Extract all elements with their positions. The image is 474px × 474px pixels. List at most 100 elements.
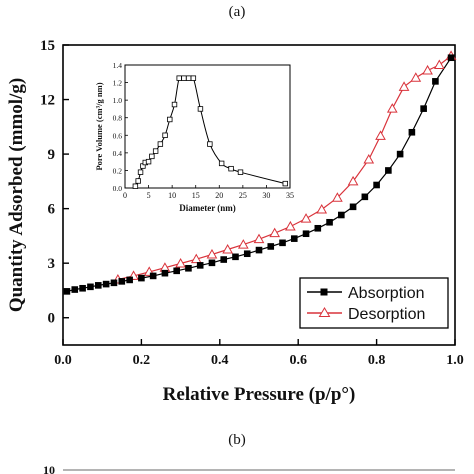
absorption-point xyxy=(102,280,110,288)
inset-x-tick-label: 10 xyxy=(168,191,176,200)
inset-point xyxy=(145,158,152,165)
inset-point xyxy=(135,178,141,184)
inset-y-tick-label: 0.0 xyxy=(113,184,123,193)
absorption-point xyxy=(220,256,228,263)
desorption-point xyxy=(422,64,433,75)
inset-point xyxy=(185,75,192,81)
inset-point xyxy=(167,116,173,123)
inset-x-tick-label: 0 xyxy=(123,191,127,200)
inset-x-tick-label: 20 xyxy=(215,191,223,200)
y-tick-label: 6 xyxy=(48,202,56,218)
absorption-point xyxy=(349,203,357,211)
desorption-point xyxy=(269,227,281,238)
legend-box xyxy=(299,277,449,329)
y-tick-label: 15 xyxy=(40,38,55,54)
absorption-point xyxy=(161,269,169,277)
inset-point xyxy=(152,148,159,154)
absorption-point xyxy=(279,239,286,247)
y-tick-label: 12 xyxy=(40,93,55,109)
absorption-point xyxy=(361,193,369,201)
x-axis-title: Relative Pressure (p/p°) xyxy=(163,384,356,405)
plot-frame xyxy=(62,44,456,346)
absorption-point xyxy=(314,224,322,232)
absorption-point xyxy=(208,259,216,267)
chart-b-y-tick-label: 10 xyxy=(43,463,55,474)
x-tick-label: 0.2 xyxy=(133,353,151,368)
legend: Absorption Desorption xyxy=(299,277,449,329)
absorption-point xyxy=(87,283,94,291)
desorption-point xyxy=(190,253,202,264)
desorption-point xyxy=(433,59,445,69)
desorption-point xyxy=(253,233,265,244)
inset-point xyxy=(162,132,168,138)
desorption-point xyxy=(398,81,410,91)
inset-point xyxy=(228,165,234,172)
absorption-point xyxy=(94,282,102,289)
inset-x-axis-title: Diameter (nm) xyxy=(179,203,236,213)
inset-point xyxy=(207,141,213,147)
absorption-point xyxy=(196,262,204,269)
desorption-point xyxy=(206,248,218,259)
desorption-point xyxy=(175,258,186,268)
absorption-point xyxy=(447,54,455,62)
inset-y-tick-label: 1.2 xyxy=(113,79,123,88)
main-chart-axes: 0.0 0.2 0.4 0.6 0.8 1.0 0 3 6 9 12 15 Relative Press… xyxy=(6,38,464,405)
absorption-point xyxy=(267,243,275,250)
absorption-point xyxy=(63,288,71,295)
absorption-point xyxy=(118,278,126,285)
x-tick-label: 0.0 xyxy=(54,353,72,368)
inset-y-tick-label: 0.4 xyxy=(113,149,123,158)
x-tick-label: 0.4 xyxy=(211,353,229,368)
inset-point xyxy=(176,75,182,81)
desorption-point xyxy=(316,204,328,214)
absorption-point xyxy=(138,274,145,282)
absorption-point xyxy=(243,250,251,258)
desorption-point xyxy=(386,103,398,113)
desorption-point xyxy=(237,239,249,249)
inset-frame xyxy=(124,64,291,189)
inset-point xyxy=(157,141,164,147)
inset-point xyxy=(171,101,178,108)
absorption-point xyxy=(232,253,239,261)
inset-point xyxy=(181,75,187,81)
inset-point xyxy=(218,160,225,167)
absorption-point xyxy=(255,246,263,254)
inset-y-tick-label: 1.4 xyxy=(113,61,123,70)
figure-caption-b: (b) xyxy=(228,432,246,448)
inset-point xyxy=(132,183,139,189)
inset-x-tick-label: 15 xyxy=(192,191,200,200)
inset-point xyxy=(282,180,288,187)
x-tick-label: 0.8 xyxy=(368,353,386,368)
absorption-point xyxy=(290,235,298,242)
inset-x-tick-label: 25 xyxy=(239,191,247,200)
desorption-point xyxy=(285,220,296,231)
absorption-point xyxy=(408,128,416,136)
inset-y-tick-label: 1.0 xyxy=(113,96,123,105)
absorption-point xyxy=(420,105,427,112)
legend-absorption-marker xyxy=(320,288,328,296)
absorption-point xyxy=(110,279,118,287)
inset-x-tick-label: 5 xyxy=(147,191,151,200)
absorption-point xyxy=(173,267,180,275)
absorption-point xyxy=(338,211,345,219)
desorption-point xyxy=(363,154,375,164)
legend-desorption-label: Desorption xyxy=(348,306,425,323)
inset-x-tick-label: 30 xyxy=(262,191,270,200)
absorption-point xyxy=(71,286,79,293)
inset-point xyxy=(137,169,144,175)
absorption-point xyxy=(385,167,392,174)
inset-point xyxy=(237,169,244,175)
y-tick-label: 0 xyxy=(48,311,56,327)
inset-y-tick-label: 0.8 xyxy=(113,114,123,123)
inset-x-tick-label: 35 xyxy=(286,191,294,200)
inset-point xyxy=(197,106,204,112)
figure-caption-a: (a) xyxy=(228,4,246,20)
absorption-point xyxy=(149,272,157,280)
inset-y-axis-title: Pore Volume (cm³/g nm) xyxy=(94,82,104,170)
inset-point xyxy=(149,153,155,160)
second-chart-partial: 10 xyxy=(43,463,455,474)
absorption-point xyxy=(396,150,404,158)
desorption-point xyxy=(375,130,386,140)
inset-chart: 0 5 10 15 20 25 30 35 0.0 0.2 0.4 0.6 0.8 1.0 1.2 1.4 Di… xyxy=(94,61,294,213)
